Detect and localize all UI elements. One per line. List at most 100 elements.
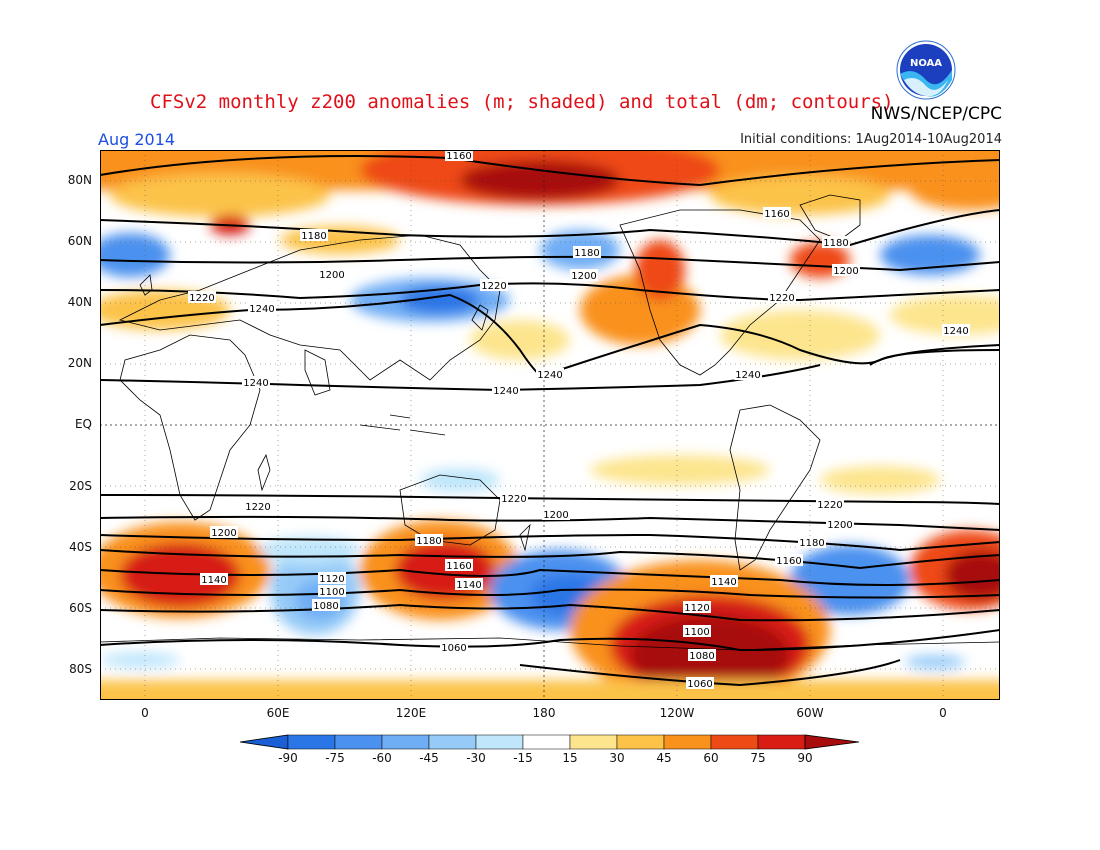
svg-text:1160: 1160 — [776, 556, 801, 567]
svg-text:1220: 1220 — [769, 293, 794, 304]
contour-label: 1080 — [688, 649, 716, 662]
svg-text:1240: 1240 — [943, 326, 968, 337]
svg-text:1200: 1200 — [833, 266, 858, 277]
month-label: Aug 2014 — [98, 130, 176, 149]
svg-text:1240: 1240 — [537, 370, 562, 381]
svg-text:1080: 1080 — [689, 651, 714, 662]
lat-label: 40S — [69, 540, 92, 554]
colorbar-label: 60 — [703, 751, 719, 765]
svg-text:1220: 1220 — [245, 502, 270, 513]
colorbar-swatch — [522, 734, 571, 750]
contour-label: 1180 — [798, 536, 826, 549]
contour-label: 1160 — [445, 150, 473, 162]
contour-label: 1220 — [244, 500, 272, 513]
lat-label: 60S — [69, 601, 92, 615]
lat-label: 80S — [69, 662, 92, 676]
contour-label: 1200 — [826, 518, 854, 531]
colorbar-swatch — [428, 734, 477, 750]
svg-text:1180: 1180 — [574, 248, 599, 259]
svg-text:1140: 1140 — [201, 575, 226, 586]
svg-text:1180: 1180 — [823, 238, 848, 249]
contour-label: 1060 — [686, 677, 714, 690]
contour-label: 1180 — [822, 236, 850, 249]
colorbar-swatch — [287, 734, 336, 750]
minor-grid — [100, 150, 1000, 700]
svg-text:1060: 1060 — [441, 643, 466, 654]
svg-text:1180: 1180 — [416, 536, 441, 547]
svg-text:1180: 1180 — [301, 231, 326, 242]
contour-label: 1180 — [573, 246, 601, 259]
contour-label: 1240 — [242, 376, 270, 389]
colorbar-swatch — [569, 734, 618, 750]
svg-text:1160: 1160 — [446, 151, 471, 162]
contour-label: 1100 — [318, 585, 346, 598]
contour-label: 1080 — [312, 599, 340, 612]
map-frame — [100, 150, 1000, 700]
colorbar-label: 90 — [797, 751, 813, 765]
svg-text:1220: 1220 — [501, 494, 526, 505]
svg-text:1160: 1160 — [446, 561, 471, 572]
colorbar-right-arrow — [804, 734, 860, 750]
colorbar-label: -75 — [325, 751, 345, 765]
svg-text:1060: 1060 — [687, 679, 712, 690]
svg-text:1200: 1200 — [571, 271, 596, 282]
contour-label: 1240 — [734, 368, 762, 381]
lon-label: 120E — [395, 706, 427, 720]
contour-label: 1200 — [210, 526, 238, 539]
colorbar-label: -15 — [513, 751, 533, 765]
svg-text:1240: 1240 — [493, 386, 518, 397]
svg-text:1180: 1180 — [799, 538, 824, 549]
contour-label: 1200 — [318, 268, 346, 281]
svg-text:1100: 1100 — [319, 587, 344, 598]
noaa-logo: NOAA — [896, 40, 956, 100]
lat-label: 80N — [67, 173, 92, 187]
contour-label: 1220 — [500, 492, 528, 505]
contour-label: 1220 — [816, 498, 844, 511]
lat-label: 60N — [67, 234, 92, 248]
contour-label: 1200 — [832, 264, 860, 277]
svg-text:1120: 1120 — [684, 603, 709, 614]
contour-label: 1120 — [318, 572, 346, 585]
svg-text:1200: 1200 — [543, 510, 568, 521]
colorbar-swatch — [381, 734, 430, 750]
colorbar-label: -45 — [419, 751, 439, 765]
svg-text:1200: 1200 — [827, 520, 852, 531]
contour-label: 1240 — [248, 302, 276, 315]
colorbar-label: -60 — [372, 751, 392, 765]
contour-label: 1060 — [440, 641, 468, 654]
contour-label: 1160 — [775, 554, 803, 567]
svg-text:1140: 1140 — [456, 580, 481, 591]
lat-label: 40N — [67, 295, 92, 309]
noaa-logo-text: NOAA — [910, 58, 942, 69]
colorbar — [240, 734, 860, 750]
svg-text:1160: 1160 — [764, 209, 789, 220]
svg-text:1140: 1140 — [711, 577, 736, 588]
anomaly-map: 1160 1160 1180 1180 1180 1200 1200 1200 … — [100, 150, 1000, 700]
contour-label: 1140 — [455, 578, 483, 591]
lon-label: 120W — [659, 706, 695, 720]
colorbar-swatch — [616, 734, 665, 750]
svg-text:1220: 1220 — [481, 281, 506, 292]
svg-text:1240: 1240 — [249, 304, 274, 315]
organization-label: NWS/NCEP/CPC — [870, 104, 1002, 124]
contour-label: 1120 — [683, 601, 711, 614]
contour-label: 1140 — [710, 575, 738, 588]
svg-text:1240: 1240 — [243, 378, 268, 389]
contour-label: 1160 — [445, 559, 473, 572]
colorbar-swatch — [663, 734, 712, 750]
lat-label: 20N — [67, 356, 92, 370]
svg-text:1240: 1240 — [735, 370, 760, 381]
contour-label: 1220 — [188, 291, 216, 304]
colorbar-label: 45 — [656, 751, 672, 765]
colorbar-label: 15 — [562, 751, 578, 765]
chart-title: CFSv2 monthly z200 anomalies (m; shaded)… — [150, 91, 894, 113]
lon-label: 180 — [532, 706, 556, 720]
contour-label: 1180 — [415, 534, 443, 547]
contour-label: 1160 — [763, 207, 791, 220]
lon-label: 0 — [141, 706, 149, 720]
svg-text:1120: 1120 — [319, 574, 344, 585]
contour-label: 1180 — [300, 229, 328, 242]
colorbar-swatch — [475, 734, 524, 750]
lon-label: 0 — [939, 706, 947, 720]
contour-label: 1100 — [683, 625, 711, 638]
